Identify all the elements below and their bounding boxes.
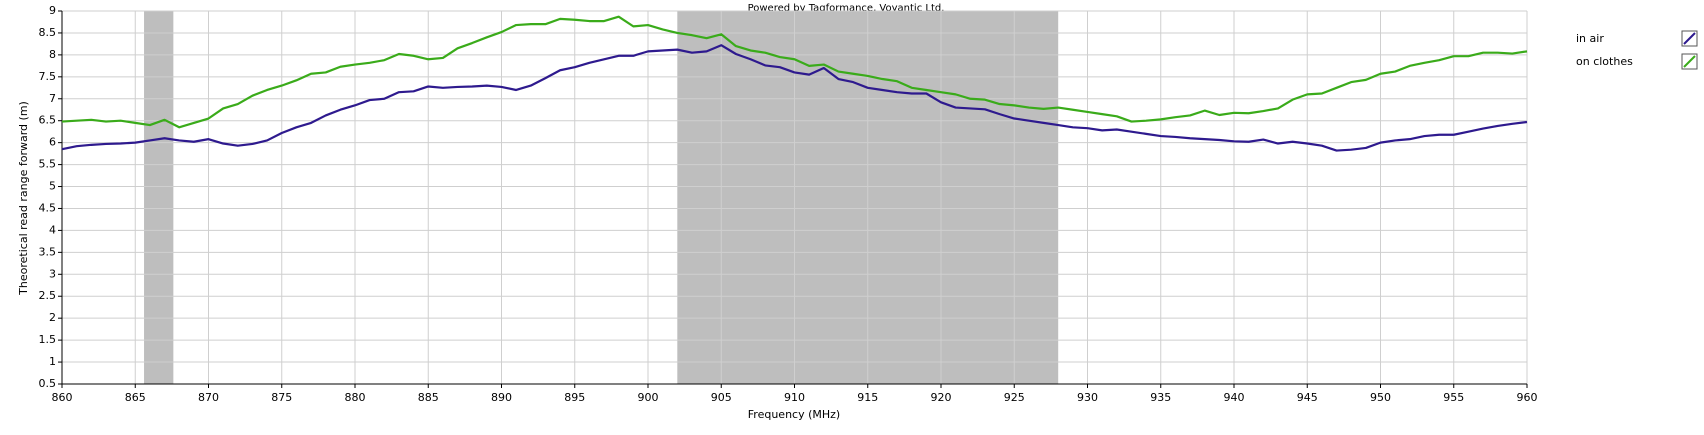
x-tick-label: 860: [52, 391, 73, 404]
x-tick-label: 905: [711, 391, 732, 404]
y-tick-label: 0.5: [39, 377, 57, 390]
x-tick-label: 915: [857, 391, 878, 404]
y-tick-label: 6: [49, 136, 56, 149]
y-tick-label: 6.5: [39, 114, 57, 127]
x-tick-label: 870: [198, 391, 219, 404]
y-tick-label: 4.5: [39, 201, 57, 214]
x-axis-label: Frequency (MHz): [748, 408, 840, 421]
highlight-band: [144, 11, 174, 384]
series-line: [61, 44, 1528, 152]
x-tick-label: 950: [1370, 391, 1391, 404]
y-tick-label: 8: [49, 48, 56, 61]
x-tick-label: 900: [638, 391, 659, 404]
x-tick-label: 910: [784, 391, 805, 404]
y-tick-label: 5.5: [39, 158, 57, 171]
legend-swatch: [1683, 55, 1696, 68]
y-axis-label: Theoretical read range forward (m): [17, 101, 30, 296]
legend-label: on clothes: [1576, 55, 1633, 68]
y-tick-label: 2: [49, 311, 56, 324]
chart-title: Powered by Tagformance, Voyantic Ltd.: [748, 3, 945, 14]
y-tick-label: 8.5: [39, 26, 57, 39]
series-line: [61, 15, 1528, 129]
x-tick-label: 945: [1297, 391, 1318, 404]
x-tick-label: 925: [1004, 391, 1025, 404]
legend-swatch: [1683, 32, 1696, 45]
x-tick-label: 935: [1150, 391, 1171, 404]
x-tick-label: 960: [1517, 391, 1538, 404]
y-tick-label: 9: [49, 4, 56, 17]
legend-label: in air: [1576, 32, 1604, 45]
y-tick-label: 7.5: [39, 70, 57, 83]
x-tick-label: 875: [271, 391, 292, 404]
x-tick-label: 880: [345, 391, 366, 404]
x-tick-label: 930: [1077, 391, 1098, 404]
x-tick-label: 940: [1224, 391, 1245, 404]
y-tick-label: 2.5: [39, 289, 57, 302]
x-tick-label: 865: [125, 391, 146, 404]
y-tick-label: 4: [49, 223, 56, 236]
y-tick-label: 7: [49, 92, 56, 105]
x-tick-label: 920: [931, 391, 952, 404]
y-tick-label: 3: [49, 267, 56, 280]
x-tick-label: 885: [418, 391, 439, 404]
y-tick-label: 5: [49, 180, 56, 193]
y-tick-label: 1: [49, 355, 56, 368]
x-tick-label: 955: [1443, 391, 1464, 404]
y-tick-label: 3.5: [39, 245, 57, 258]
x-tick-label: 895: [564, 391, 585, 404]
x-tick-label: 890: [491, 391, 512, 404]
y-tick-label: 1.5: [39, 333, 57, 346]
